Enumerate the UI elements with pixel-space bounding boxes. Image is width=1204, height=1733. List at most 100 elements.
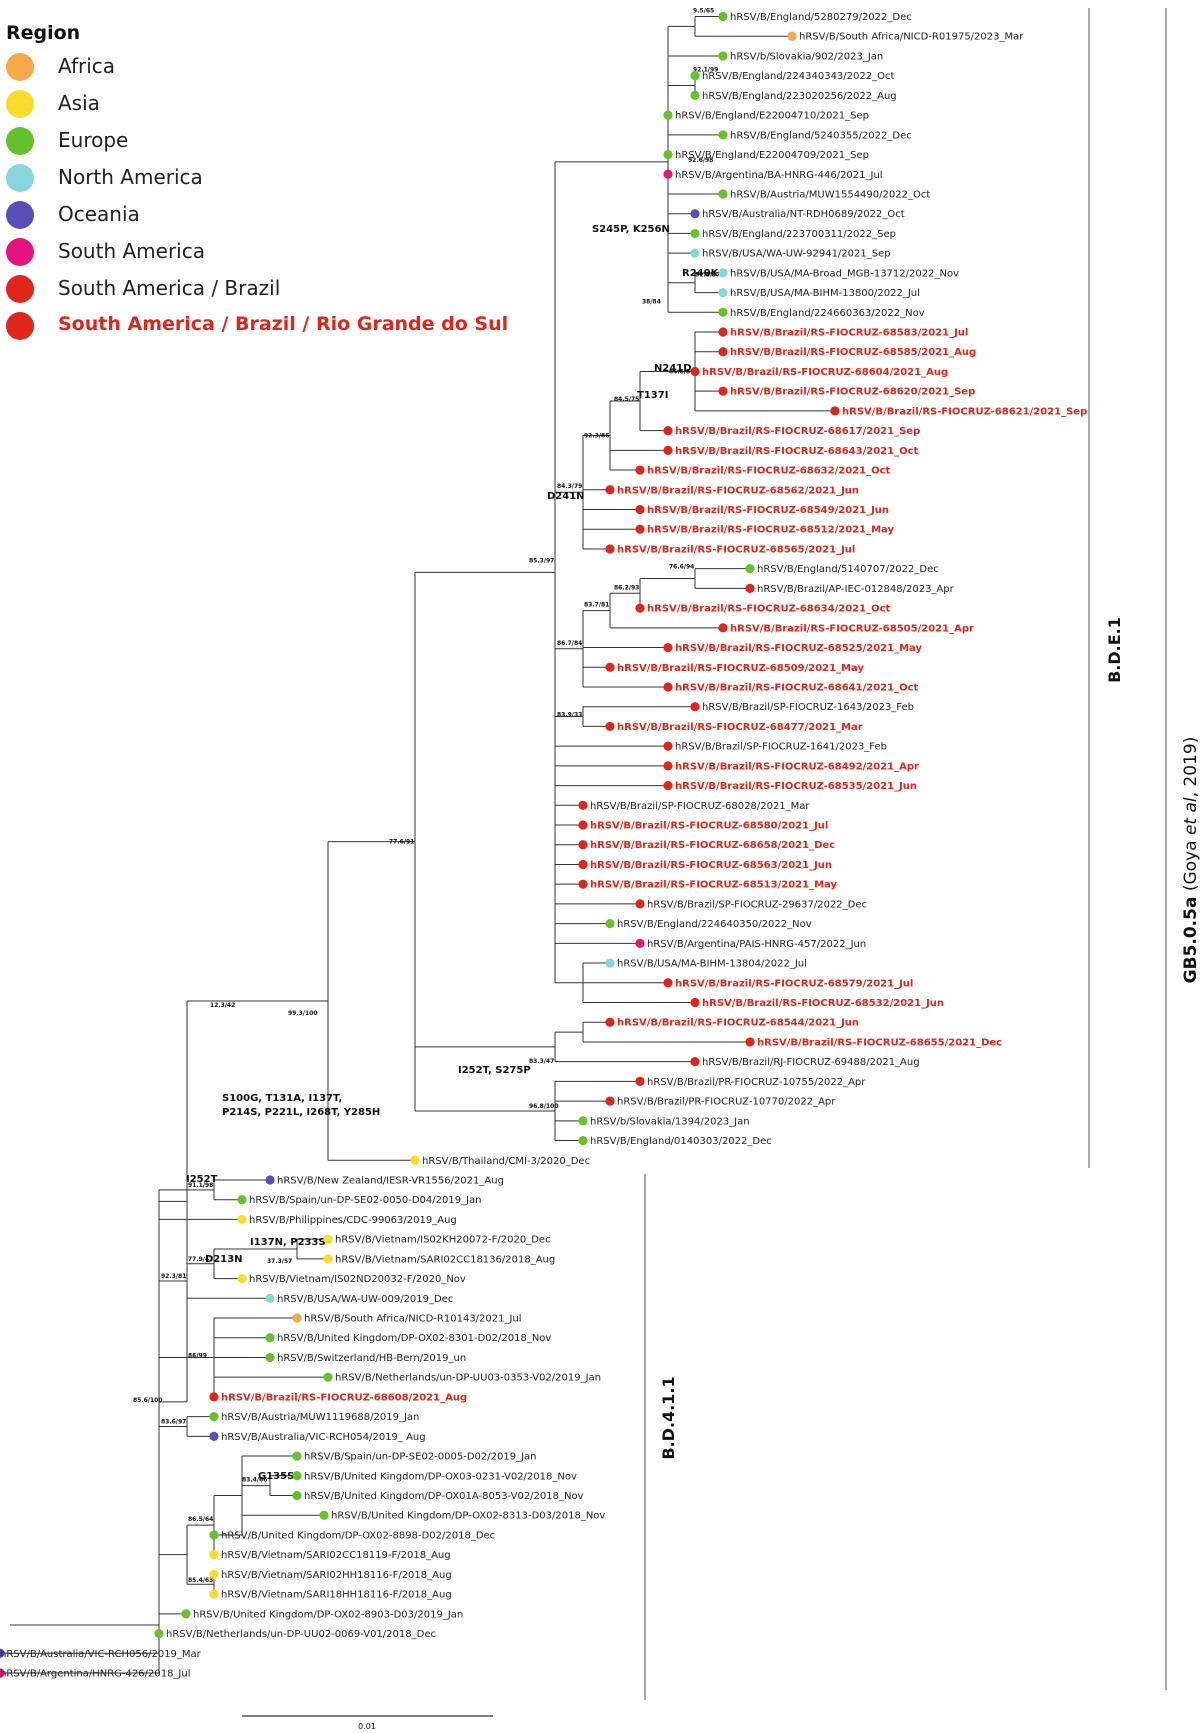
tip-label: hRSV/B/Brazil/RS-FIOCRUZ-68634/2021_Oct bbox=[647, 604, 891, 615]
support-value: 77.6/91 bbox=[389, 839, 414, 846]
support-value: 38/84 bbox=[642, 299, 661, 306]
mutation-label: N241D bbox=[654, 363, 692, 374]
tip-marker bbox=[578, 879, 588, 889]
legend-label-africa: Africa bbox=[58, 54, 116, 78]
tip-label: hRSV/B/England/E22004709/2021_Sep bbox=[675, 150, 869, 161]
support-value: 92.1/99 bbox=[693, 67, 718, 74]
support-value: 83.6/97 bbox=[161, 1418, 186, 1425]
tip-marker bbox=[209, 1392, 219, 1402]
tree-annotations: 9.5/65 92.1/99 92.6/98 81.5/97 38/84 84.6/80 8… bbox=[133, 7, 720, 1584]
support-value: 77.9/47 bbox=[188, 1256, 213, 1263]
support-value: 76.6/94 bbox=[669, 564, 694, 571]
genotype-bracket: GB5.0.5a (Goya et al, 2019) bbox=[1165, 8, 1201, 1690]
support-value: 86.5/64 bbox=[188, 1516, 213, 1523]
tip-label: hRSV/B/Brazil/PR-FIOCRUZ-10755/2022_Apr bbox=[647, 1077, 866, 1088]
legend-swatch-brazil bbox=[6, 275, 34, 303]
tip-label: hRSV/B/Spain/un-DP-SE02-0050-D04/2019_Ja… bbox=[249, 1195, 482, 1206]
tip-marker bbox=[154, 1628, 164, 1639]
support-value: 86.2/93 bbox=[614, 584, 639, 591]
tip-label: hRSV/B/Australia/VIC-RCH056/2019_Mar bbox=[0, 1649, 202, 1660]
support-value: 91.1/98 bbox=[188, 1182, 213, 1189]
tip-label: hRSV/B/Australia/VIC-RCH054/2019_ Aug bbox=[221, 1432, 426, 1443]
tip-marker bbox=[690, 997, 700, 1008]
tip-label: hRSV/B/Vietnam/IS02KH20072-F/2020_Dec bbox=[335, 1235, 551, 1246]
tip-marker bbox=[605, 485, 615, 495]
tip-label: hRSV/B/Brazil/RS-FIOCRUZ-68617/2021_Sep bbox=[675, 426, 920, 437]
tip-label: hRSV/B/Brazil/RS-FIOCRUZ-68565/2021_Jul bbox=[617, 544, 855, 555]
tip-marker bbox=[690, 248, 700, 258]
tip-marker bbox=[690, 228, 700, 239]
genotype-name: GB5.0.5a bbox=[1181, 897, 1201, 984]
tip-label: hRSV/B/Brazil/RS-FIOCRUZ-68643/2021_Oct bbox=[675, 446, 919, 457]
legend-label-asia: Asia bbox=[58, 91, 100, 115]
support-value: 83.7/81 bbox=[584, 602, 609, 609]
support-value: 85.4/63 bbox=[188, 1577, 213, 1584]
tip-label: hRSV/B/USA/WA-UW-92941/2021_Sep bbox=[702, 249, 891, 260]
legend-item-south-america: South America bbox=[6, 235, 486, 272]
tip-marker bbox=[690, 209, 700, 219]
legend-label-north-america: North America bbox=[58, 165, 203, 189]
tip-marker bbox=[663, 445, 673, 455]
support-value: 84.5/75 bbox=[614, 396, 639, 403]
tip-marker bbox=[265, 1333, 275, 1343]
genotype-label: GB5.0.5a (Goya et al, 2019) bbox=[1181, 737, 1201, 984]
tip-label: hRSV/B/USA/MA-Broad_MGB-13712/2022_Nov bbox=[730, 268, 959, 279]
tip-marker bbox=[578, 859, 588, 870]
clade-bracket-bd411: B.D.4.1.1 bbox=[644, 1174, 678, 1700]
mutation-label: D213N bbox=[205, 1254, 243, 1265]
tip-label: hRSV/B/Brazil/RS-FIOCRUZ-68579/2021_Jul bbox=[675, 978, 913, 989]
tip-label: hRSV/B/United Kingdom/DP-OX03-0231-V02/2… bbox=[304, 1471, 577, 1482]
tip-label: hRSV/B/USA/MA-BIHM-13804/2022_Jul bbox=[617, 959, 807, 970]
legend-item-africa: Africa bbox=[6, 50, 486, 87]
tip-label: hRSV/B/United Kingdom/DP-OX01A-8053-V02/… bbox=[304, 1491, 584, 1502]
tip-label: hRSV/B/England/224660363/2022_Nov bbox=[730, 308, 925, 319]
tip-marker bbox=[718, 268, 728, 278]
tip-label: hRSV/B/Switzerland/HB-Bern/2019_un bbox=[277, 1353, 466, 1364]
legend-label-oceania: Oceania bbox=[58, 202, 140, 226]
tip-marker bbox=[690, 702, 700, 712]
tip-marker bbox=[605, 919, 615, 929]
tip-label: hRSV/B/United Kingdom/DP-OX02-8301-D02/2… bbox=[277, 1333, 551, 1344]
tip-label: hRSV/B/United Kingdom/DP-OX02-8903-D03/2… bbox=[193, 1609, 463, 1620]
tip-marker bbox=[718, 347, 728, 357]
mutation-label: I252T, S275P bbox=[458, 1065, 531, 1076]
tip-marker bbox=[690, 71, 700, 81]
support-value: 85.6/100 bbox=[133, 1397, 163, 1404]
tip-marker bbox=[718, 386, 728, 396]
tip-marker bbox=[830, 406, 840, 416]
tip-marker bbox=[718, 307, 728, 317]
scale-bar: 0.01 bbox=[242, 1715, 493, 1731]
tip-marker bbox=[605, 544, 615, 554]
tip-marker bbox=[605, 721, 615, 732]
tip-marker bbox=[605, 662, 615, 672]
tip-marker bbox=[605, 1017, 615, 1027]
tip-label: hRSV/B/Brazil/RS-FIOCRUZ-68544/2021_Jun bbox=[617, 1018, 859, 1029]
tip-label: hRSV/B/Brazil/SP-FIOCRUZ-29637/2022_Dec bbox=[647, 899, 867, 910]
tip-marker bbox=[745, 583, 755, 593]
tip-label: hRSV/B/Argentina/HNRG-426/2018_Jul bbox=[0, 1668, 191, 1679]
support-value: 12.3/42 bbox=[210, 1002, 235, 1009]
legend-item-oceania: Oceania bbox=[6, 198, 486, 235]
tip-label: hRSV/B/Vietnam/SARI02CC18136/2018_Aug bbox=[335, 1254, 555, 1265]
genotype-ref-open: (Goya bbox=[1181, 835, 1201, 897]
tip-marker bbox=[718, 287, 728, 298]
tip-marker bbox=[663, 741, 673, 751]
support-value: 84.3/79 bbox=[557, 483, 582, 490]
legend-swatch-south-america bbox=[6, 238, 34, 266]
tip-label: hRSV/B/South Africa/NICD-R01975/2023_Mar bbox=[799, 32, 1024, 43]
tip-label: hRSV/B/Brazil/RS-FIOCRUZ-68620/2021_Sep bbox=[730, 387, 975, 398]
tip-label: hRSV/B/Vietnam/SARI02HH18116-F/2018_Aug bbox=[221, 1570, 452, 1581]
tip-label: hRSV/B/Vietnam/SARI18HH18116-F/2018_Aug bbox=[221, 1590, 452, 1601]
tip-label: hRSV/B/Brazil/SP-FIOCRUZ-1641/2023_Feb bbox=[675, 742, 887, 753]
tip-marker bbox=[292, 1451, 302, 1461]
tip-label: hRSV/B/Brazil/RS-FIOCRUZ-68632/2021_Oct bbox=[647, 466, 891, 477]
tip-marker bbox=[181, 1609, 191, 1619]
tip-marker bbox=[237, 1273, 247, 1284]
legend-item-rio-grande-do-sul: South America / Brazil / Rio Grande do S… bbox=[6, 309, 508, 346]
tip-marker bbox=[237, 1214, 247, 1225]
tip-label: hRSV/B/Brazil/RS-FIOCRUZ-68477/2021_Mar bbox=[617, 722, 863, 733]
tip-marker bbox=[635, 504, 645, 515]
tip-marker bbox=[690, 1057, 700, 1067]
tip-marker bbox=[663, 978, 673, 988]
support-value: 83.3/47 bbox=[529, 1058, 554, 1065]
